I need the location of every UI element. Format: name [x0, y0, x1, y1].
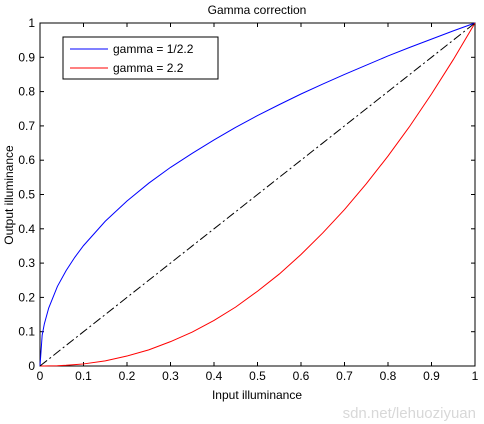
legend-label: gamma = 2.2	[113, 61, 184, 75]
series-lines	[39, 22, 476, 367]
series-line-reference	[39, 22, 476, 367]
legend-box	[62, 36, 219, 80]
series-line-gamma-2-2	[40, 22, 476, 367]
y-axis-label: Output illuminance	[2, 145, 16, 245]
y-tick-label: 0.9	[18, 50, 35, 64]
x-axis-label: Input illuminance	[212, 388, 302, 402]
y-tick-label: 0.8	[18, 85, 35, 99]
x-tick-label: 0.2	[119, 369, 136, 383]
y-tick-label: 0	[28, 359, 35, 373]
y-tick-label: 1	[28, 16, 35, 30]
legend-label: gamma = 1/2.2	[113, 42, 194, 56]
x-tick-label: 1	[472, 369, 479, 383]
y-tick-label: 0.1	[18, 325, 35, 339]
x-tick-label: 0.7	[336, 369, 353, 383]
y-tick-label: 0.7	[18, 119, 35, 133]
chart-title: Gamma correction	[208, 3, 307, 17]
x-tick-label: 0.9	[423, 369, 440, 383]
x-tick-label: 0	[37, 369, 44, 383]
ticks: 0 0.1 0.2 0.3 0.4 0.5 0.6 0.7 0.8 0.9 1 0 0.1 0.2 0.3 0…	[18, 16, 478, 383]
watermark: sdn.net/lehuoziyuan	[343, 405, 476, 422]
x-tick-label: 0.3	[162, 369, 179, 383]
y-tick-label: 0.6	[18, 153, 35, 167]
x-tick-label: 0.1	[75, 369, 92, 383]
x-tick-label: 0.6	[293, 369, 310, 383]
legend: gamma = 1/2.2 gamma = 2.2	[62, 36, 219, 80]
y-tick-label: 0.4	[18, 222, 35, 236]
y-tick-label: 0.2	[18, 290, 35, 304]
x-tick-label: 0.8	[380, 369, 397, 383]
x-tick-label: 0.5	[249, 369, 266, 383]
series-line-gamma-1-2-2	[39, 22, 476, 367]
x-tick-label: 0.4	[206, 369, 223, 383]
y-tick-label: 0.5	[18, 188, 35, 202]
y-tick-label: 0.3	[18, 256, 35, 270]
